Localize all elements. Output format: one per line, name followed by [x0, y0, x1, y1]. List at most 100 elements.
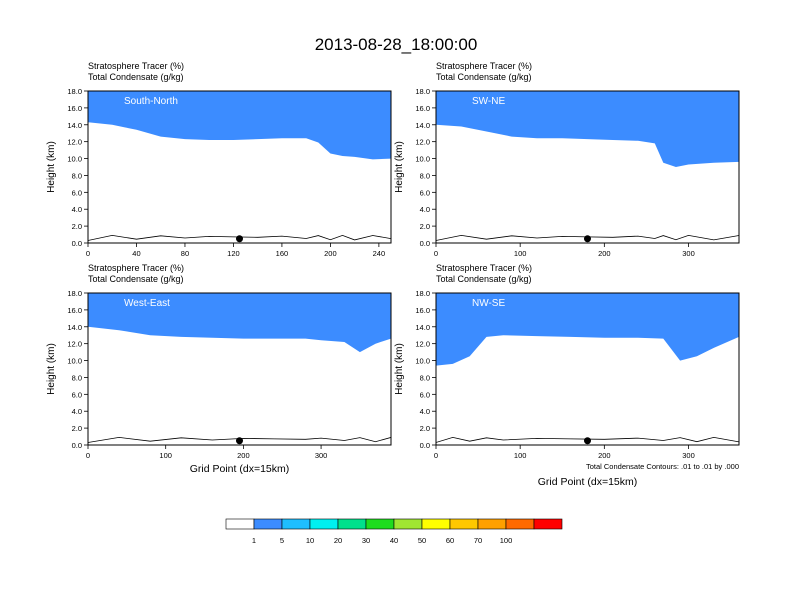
x-tick-label: 200	[237, 451, 250, 460]
y-tick-label: 0.0	[72, 441, 82, 450]
y-tick-label: 2.0	[420, 424, 430, 433]
y-tick-label: 8.0	[420, 171, 430, 180]
y-tick-label: 10.0	[67, 357, 82, 366]
y-tick-label: 14.0	[67, 121, 82, 130]
tracer-field	[88, 91, 391, 241]
colorbar-swatch	[309, 518, 339, 530]
y-tick-label: 12.0	[415, 138, 430, 147]
x-tick-label: 40	[132, 249, 140, 258]
y-axis-label: Height (km)	[394, 343, 405, 395]
condensate-contour	[436, 436, 739, 443]
x-tick-label: 200	[598, 249, 611, 258]
condensate-contour	[88, 234, 391, 241]
y-tick-label: 12.0	[415, 340, 430, 349]
x-tick-label: 0	[434, 249, 438, 258]
colorbar-swatch	[421, 518, 451, 530]
panel-header-tracer: Stratosphere Tracer (%)	[436, 61, 532, 71]
colorbar-level-label: 5	[280, 536, 284, 545]
panel-west-east: 0.0 2.0 4.0 6.0 8.0 10.0 12.0 14.0 16.0 18.0 0 100 2…	[46, 263, 392, 475]
y-tick-label: 4.0	[72, 407, 82, 416]
y-tick-label: 4.0	[420, 205, 430, 214]
x-tick-label: 100	[514, 249, 527, 258]
y-tick-label: 0.0	[420, 441, 430, 450]
colorbar-swatch	[365, 518, 395, 530]
colorbar-swatch	[337, 518, 367, 530]
y-tick-label: 0.0	[72, 239, 82, 248]
tracer-field	[436, 91, 739, 241]
plot-frame	[435, 292, 740, 446]
y-tick-label: 10.0	[67, 155, 82, 164]
colorbar-swatch	[533, 518, 563, 530]
y-axis-label: Height (km)	[394, 141, 405, 193]
panel-header-condensate: Total Condensate (g/kg)	[88, 274, 184, 284]
y-tick-label: 6.0	[72, 390, 82, 399]
y-tick-label: 10.0	[415, 155, 430, 164]
tracer-field	[88, 293, 391, 443]
location-marker	[584, 235, 591, 243]
tracer-band	[88, 91, 391, 160]
y-tick-label: 12.0	[67, 340, 82, 349]
tracer-band	[436, 293, 739, 366]
x-tick-label: 0	[86, 249, 90, 258]
panels: 0.0 2.0 4.0 6.0 8.0 10.0 12.0 14.0 16.0 18.0 0 40 80…	[46, 61, 740, 488]
tracer-band	[436, 91, 739, 167]
x-tick-label: 300	[315, 451, 328, 460]
panel-header-tracer: Stratosphere Tracer (%)	[436, 263, 532, 273]
x-tick-label: 160	[276, 249, 289, 258]
y-tick-label: 16.0	[67, 306, 82, 315]
colorbar: 1 5 10 20 30 40 50 60 70 100	[225, 518, 563, 545]
panel-label: South-North	[124, 96, 178, 107]
panel-header-condensate: Total Condensate (g/kg)	[88, 72, 184, 82]
colorbar-level-label: 50	[418, 536, 426, 545]
x-tick-label: 100	[159, 451, 172, 460]
panel-sw-ne: 0.0 2.0 4.0 6.0 8.0 10.0 12.0 14.0 16.0 18.0 0 100 2…	[394, 61, 740, 258]
colorbar-level-label: 10	[306, 536, 314, 545]
figure-title: 2013-08-28_18:00:00	[315, 35, 478, 54]
x-tick-label: 120	[227, 249, 240, 258]
y-tick-label: 8.0	[72, 373, 82, 382]
x-tick-label: 300	[682, 249, 695, 258]
colorbar-level-label: 100	[500, 536, 513, 545]
y-tick-label: 14.0	[415, 323, 430, 332]
x-tick-label: 100	[514, 451, 527, 460]
plot-frame	[87, 90, 392, 244]
y-tick-label: 10.0	[415, 357, 430, 366]
y-tick-label: 14.0	[67, 323, 82, 332]
y-tick-label: 6.0	[72, 188, 82, 197]
colorbar-level-label: 40	[390, 536, 398, 545]
y-tick-label: 14.0	[415, 121, 430, 130]
panel-south-north: 0.0 2.0 4.0 6.0 8.0 10.0 12.0 14.0 16.0 18.0 0 40 80…	[46, 61, 392, 258]
plot-frame	[435, 90, 740, 244]
y-tick-label: 6.0	[420, 390, 430, 399]
panel-nw-se: 0.0 2.0 4.0 6.0 8.0 10.0 12.0 14.0 16.0 18.0 0 100 2…	[394, 263, 740, 488]
x-tick-label: 300	[682, 451, 695, 460]
panel-label: NW-SE	[472, 298, 505, 309]
colorbar-swatch	[477, 518, 507, 530]
colorbar-swatch	[449, 518, 479, 530]
y-tick-label: 8.0	[72, 171, 82, 180]
x-tick-label: 0	[434, 451, 438, 460]
y-tick-label: 4.0	[72, 205, 82, 214]
y-tick-label: 18.0	[415, 289, 430, 298]
y-tick-label: 0.0	[420, 239, 430, 248]
colorbar-swatch	[225, 518, 255, 530]
panel-label: West-East	[124, 298, 170, 309]
colorbar-swatch	[505, 518, 535, 530]
contour-note: Total Condensate Contours: .01 to .01 by…	[586, 462, 739, 471]
location-marker	[236, 235, 243, 243]
y-tick-label: 8.0	[420, 373, 430, 382]
x-tick-label: 240	[373, 249, 386, 258]
colorbar-level-label: 70	[474, 536, 482, 545]
y-tick-label: 2.0	[72, 424, 82, 433]
x-tick-label: 0	[86, 451, 90, 460]
x-axis-label: Grid Point (dx=15km)	[538, 476, 638, 488]
y-tick-label: 16.0	[415, 104, 430, 113]
location-marker	[236, 437, 243, 445]
x-tick-label: 80	[181, 249, 189, 258]
y-tick-label: 2.0	[420, 222, 430, 231]
colorbar-level-label: 30	[362, 536, 370, 545]
colorbar-level-label: 20	[334, 536, 342, 545]
condensate-contour	[88, 436, 391, 443]
y-tick-label: 18.0	[67, 289, 82, 298]
